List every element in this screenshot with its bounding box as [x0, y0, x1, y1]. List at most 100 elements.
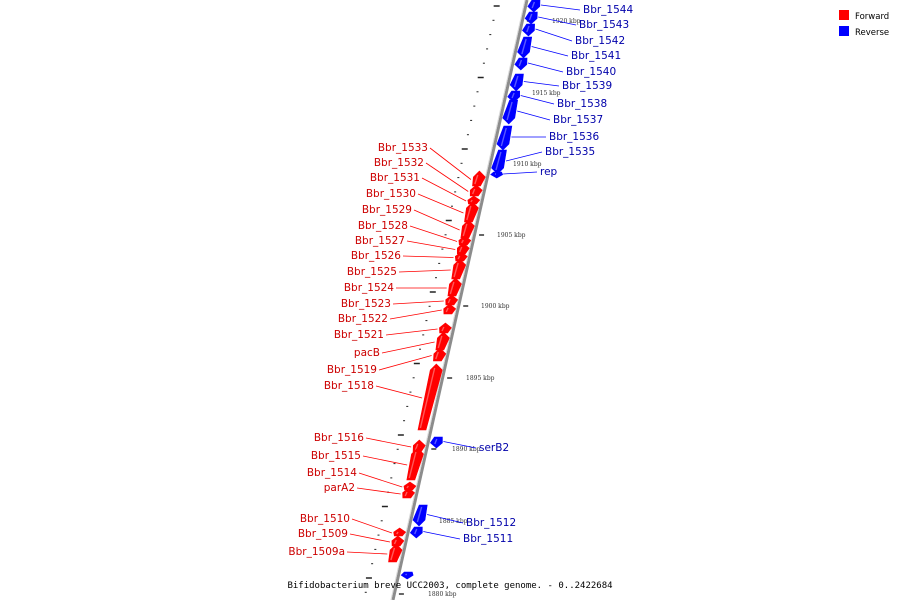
forward-gene-label: Bbr_1525: [347, 266, 397, 278]
forward-gene-shine: [447, 298, 451, 304]
forward-gene-shine: [474, 174, 479, 185]
label-connectors: [346, 4, 581, 555]
kbp-label: 1910 kbp: [513, 161, 542, 168]
reverse-connector: [517, 110, 551, 121]
forward-gene-label: Bbr_1532: [374, 157, 424, 169]
reverse-gene: [527, 0, 541, 13]
reverse-connector: [535, 28, 573, 42]
forward-gene: [445, 294, 459, 306]
forward-gene-label: Bbr_1526: [351, 250, 401, 262]
reverse-connector: [527, 62, 564, 73]
forward-gene-label: Bbr_1529: [362, 204, 412, 216]
forward-connector: [398, 269, 451, 273]
reverse-gene: [517, 36, 533, 59]
kbp-label: 1890 kbp: [452, 446, 481, 453]
forward-connector: [413, 209, 460, 231]
forward-connector: [349, 533, 391, 543]
reverse-gene-label: Bbr_1537: [553, 114, 603, 126]
forward-gene-shine: [406, 485, 409, 489]
legend-swatch-forward: [839, 10, 849, 20]
kbp-label: 1895 kbp: [466, 375, 495, 382]
forward-gene: [391, 535, 405, 547]
reverse-gene: [412, 504, 428, 527]
reverse-gene-label: rep: [540, 166, 558, 178]
forward-connector: [389, 309, 442, 320]
reverse-gene-label: Bbr_1536: [549, 131, 599, 143]
reverse-gene-shine: [518, 59, 523, 67]
reverse-gene-shine: [526, 25, 530, 33]
forward-gene-shine: [462, 223, 468, 237]
reverse-gene: [522, 23, 535, 37]
forward-gene-label: Bbr_1522: [338, 313, 388, 325]
forward-connector: [351, 518, 393, 534]
forward-gene-shine: [453, 262, 459, 278]
forward-gene-label: parA2: [324, 482, 355, 494]
reverse-gene-label: Bbr_1538: [557, 98, 607, 110]
forward-connector: [365, 437, 412, 448]
forward-gene-label: Bbr_1524: [344, 282, 394, 294]
forward-gene-label: Bbr_1523: [341, 298, 391, 310]
reverse-gene-shine: [521, 38, 527, 55]
reverse-connector: [538, 16, 577, 26]
reverse-connector: [427, 514, 464, 524]
reverse-gene-unlabeled: [400, 571, 414, 580]
forward-connector: [429, 147, 472, 180]
forward-gene-shine: [390, 547, 396, 561]
reverse-gene: [491, 149, 507, 175]
forward-gene: [388, 543, 403, 563]
forward-connector: [409, 225, 458, 242]
forward-gene-shine: [408, 451, 417, 479]
reverse-gene-shine: [531, 1, 536, 9]
reverse-gene-unlabeled-shine: [405, 573, 408, 576]
forward-gene-shine: [437, 335, 443, 349]
reverse-connector: [540, 4, 581, 11]
reverse-gene: [507, 90, 520, 103]
forward-gene-label: Bbr_1521: [334, 329, 384, 341]
legend-swatch-reverse: [839, 26, 849, 36]
forward-gene-shine: [466, 205, 472, 221]
forward-gene: [439, 322, 452, 334]
forward-gene-shine: [404, 491, 408, 497]
forward-connector: [406, 240, 456, 250]
forward-connector: [362, 455, 408, 466]
forward-gene-shine: [449, 281, 455, 295]
forward-gene-label: Bbr_1533: [378, 142, 428, 154]
forward-gene-label: Bbr_1530: [366, 188, 416, 200]
reverse-connector: [505, 151, 543, 162]
forward-gene: [433, 347, 447, 362]
forward-gene: [443, 303, 457, 315]
reverse-gene: [509, 73, 524, 92]
forward-gene-label: Bbr_1527: [355, 235, 405, 247]
forward-connector: [381, 341, 435, 354]
forward-gene-shine: [470, 199, 473, 203]
kbp-label: 1900 kbp: [481, 303, 510, 310]
reverse-gene-shine: [511, 92, 515, 99]
reverse-gene: [409, 526, 423, 539]
reverse-connector: [531, 46, 569, 57]
legend: Forward Reverse: [839, 10, 889, 38]
reverse-gene-label: Bbr_1543: [579, 19, 629, 31]
kbp-label: 1880 kbp: [428, 591, 457, 598]
reverse-gene: [514, 57, 528, 71]
reverse-gene: [524, 11, 538, 25]
reverse-gene-shine: [416, 506, 423, 523]
reverse-connector: [443, 441, 477, 449]
forward-connector: [421, 177, 467, 202]
forward-connector: [346, 551, 388, 555]
reverse-gene: [430, 436, 443, 449]
forward-gene: [467, 195, 481, 205]
forward-connector: [385, 328, 438, 336]
reverse-gene: [496, 125, 513, 151]
forward-gene-shine: [414, 443, 419, 451]
reverse-connector: [503, 171, 538, 175]
forward-gene-label: Bbr_1518: [324, 380, 374, 392]
genome-axis: [391, 0, 529, 600]
reverse-gene: [502, 99, 519, 125]
forward-connector: [356, 487, 401, 495]
forward-gene-shine: [396, 531, 399, 535]
forward-gene-shine: [393, 539, 397, 545]
forward-gene-shine: [459, 246, 463, 253]
kbp-label: 1920 kbp: [552, 18, 581, 25]
forward-gene: [469, 184, 483, 197]
legend-label-reverse: Reverse: [855, 28, 889, 38]
